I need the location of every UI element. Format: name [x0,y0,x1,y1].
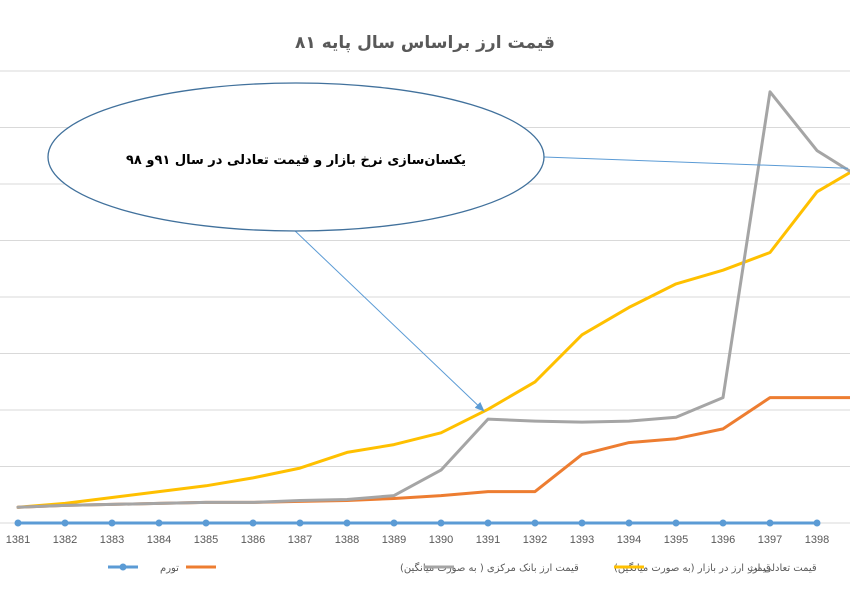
data-point [14,519,22,527]
x-tick-label: 1385 [194,534,218,546]
data-point [155,519,163,527]
legend-marker [119,563,127,571]
x-tick-label: 1386 [241,534,265,546]
x-tick-label: 1387 [288,534,312,546]
x-tick-label: 1393 [570,534,594,546]
data-point [531,519,539,527]
legend-label: تورم [160,563,179,574]
x-tick-label: 1384 [147,534,171,546]
data-point [766,519,774,527]
series-group [14,90,850,527]
legend-label: قیمت تعادلی ارز [747,563,817,574]
x-tick-label: 1383 [100,534,124,546]
data-point [343,519,351,527]
x-tick-label: 1389 [382,534,406,546]
series-line [16,170,850,509]
callout-arrow [291,227,485,412]
chart-title: قیمت ارز براساس سال پایه ۸۱ [295,33,555,53]
x-tick-label: 1391 [476,534,500,546]
series-line [16,396,850,509]
data-point [484,519,492,527]
x-tick-label: 1388 [335,534,359,546]
series-line [16,90,850,509]
x-tick-label: 1390 [429,534,453,546]
callout-annotation: یکسان‌سازی نرخ بازار و قیمت تعادلی در سا… [47,82,849,412]
legend: تورم قیمت ارز بانک مرکزی ( به صورت میانگی… [108,562,817,574]
x-tick-label: 1396 [711,534,735,546]
x-tick-label: 1395 [664,534,688,546]
legend-label: قیمت ارز بانک مرکزی ( به صورت میانگین) [400,562,579,574]
data-point [625,519,633,527]
legend-label: قیمت ارز در بازار (به صورت میانگین) [614,562,771,574]
data-point [108,519,116,527]
x-tick-label: 1381 [6,534,30,546]
data-point [719,519,727,527]
data-point [437,519,445,527]
data-point [296,519,304,527]
data-point [672,519,680,527]
callout-connector [543,156,849,169]
x-tick-label: 1382 [53,534,77,546]
data-point [249,519,257,527]
x-tick-label: 1392 [523,534,547,546]
data-point [813,519,821,527]
x-tick-label: 1398 [805,534,829,546]
data-point [390,519,398,527]
data-point [202,519,210,527]
data-point [578,519,586,527]
x-tick-label: 1397 [758,534,782,546]
x-axis-ticks: 1381 1382 1383 1384 1385 1386 1387 1388 1389 1390… [6,534,829,546]
callout-ellipse [47,82,545,232]
data-point [61,519,69,527]
x-tick-label: 1394 [617,534,641,546]
callout-text: یکسان‌سازی نرخ بازار و قیمت تعادلی در سا… [126,153,466,168]
